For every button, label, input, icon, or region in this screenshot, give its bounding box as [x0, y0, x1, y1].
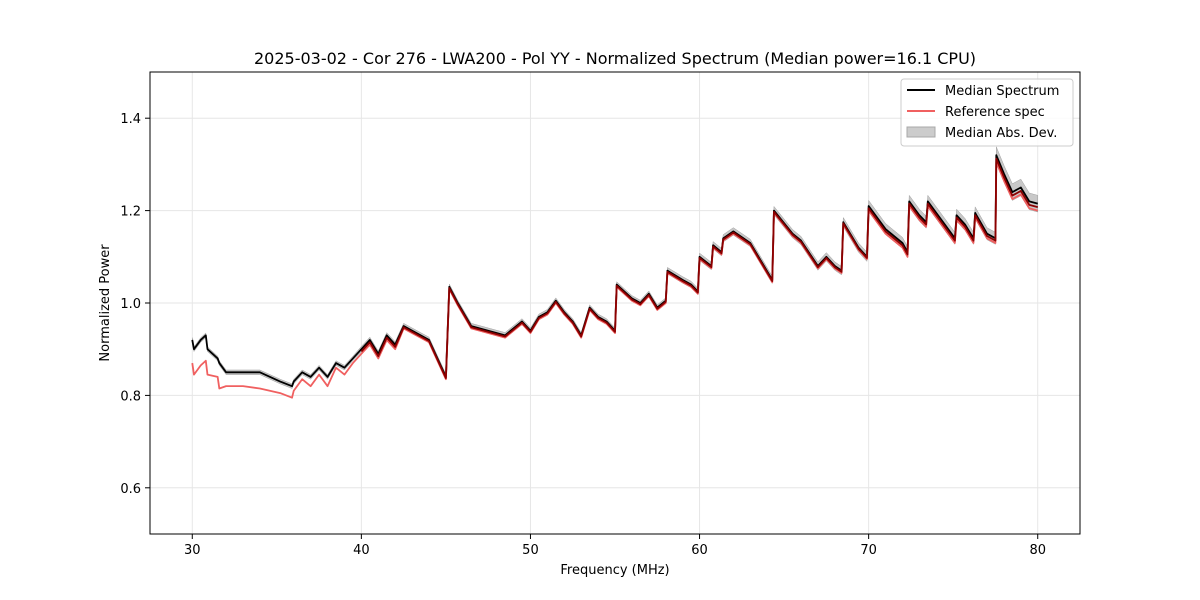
mad-band [192, 146, 1038, 389]
x-tick-label: 40 [353, 543, 370, 558]
legend-label-reference: Reference spec [945, 105, 1045, 120]
y-tick-label: 1.4 [120, 112, 141, 127]
y-axis-label: Normalized Power [98, 244, 113, 362]
y-tick-label: 1.2 [120, 205, 141, 220]
x-tick-label: 50 [522, 543, 539, 558]
series-lines [191, 154, 1038, 399]
y-axis-ticks: 0.6 0.8 1.0 1.2 1.4 [120, 112, 150, 497]
x-tick-label: 80 [1029, 543, 1046, 558]
y-tick-label: 0.6 [120, 482, 141, 497]
x-tick-label: 60 [691, 543, 708, 558]
y-tick-label: 1.0 [120, 297, 141, 312]
grid [150, 72, 1080, 534]
legend-box [900, 78, 1074, 147]
x-tick-label: 30 [184, 543, 201, 558]
legend: Median Spectrum Reference spec Median Ab… [900, 78, 1074, 147]
mad-band-layer [192, 146, 1038, 389]
legend-label-mad: Median Abs. Dev. [945, 126, 1057, 141]
overlap-spectrum-line [360, 157, 1038, 379]
reference-spectrum-line [191, 161, 1038, 399]
x-axis-label: Frequency (MHz) [560, 563, 669, 578]
x-tick-label: 70 [860, 543, 877, 558]
y-tick-label: 0.8 [120, 389, 141, 404]
median-spectrum-line [191, 154, 1038, 388]
legend-label-median: Median Spectrum [945, 84, 1059, 99]
chart-title: 2025-03-02 - Cor 276 - LWA200 - Pol YY -… [254, 49, 976, 68]
x-axis-ticks: 30 40 50 60 70 80 [184, 534, 1046, 558]
legend-swatch-mad [906, 126, 936, 138]
